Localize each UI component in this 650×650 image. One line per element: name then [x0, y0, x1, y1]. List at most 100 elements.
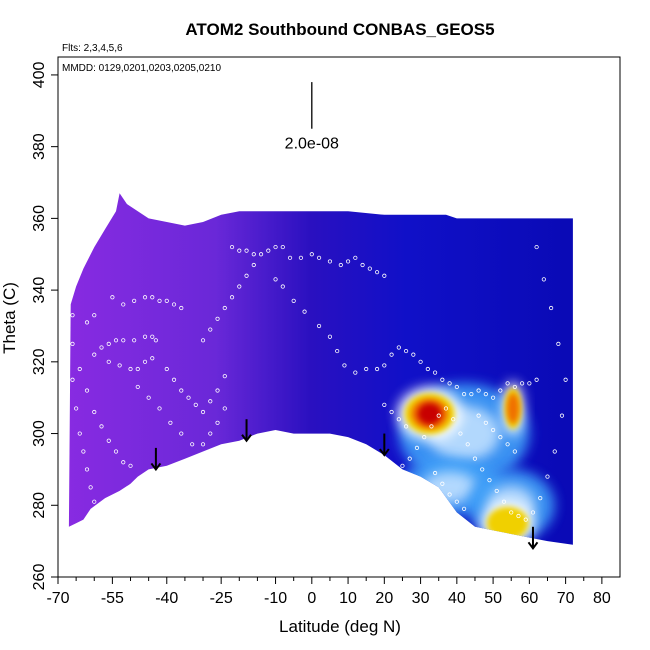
x-tick-label: -55 — [101, 590, 124, 607]
hotspot-orange — [506, 393, 520, 424]
track-point — [418, 492, 423, 497]
track-point — [229, 295, 235, 300]
x-tick-label: 20 — [375, 590, 393, 607]
y-tick-label: 300 — [31, 420, 48, 447]
track-point — [367, 266, 372, 271]
track-point — [327, 259, 333, 264]
hotspot-yellow — [486, 506, 529, 540]
y-tick-label: 380 — [31, 133, 48, 160]
track-point — [244, 248, 249, 253]
track-point — [128, 463, 133, 468]
track-point — [193, 402, 198, 407]
track-point — [374, 270, 380, 275]
x-tick-label: -40 — [155, 590, 178, 607]
track-point — [190, 442, 195, 447]
track-point — [414, 445, 420, 450]
track-point — [538, 496, 543, 501]
track-point — [222, 305, 227, 311]
track-point — [200, 409, 206, 415]
x-tick-label: 70 — [557, 590, 575, 607]
arrow-head — [379, 448, 390, 457]
track-point — [353, 255, 358, 260]
track-point — [215, 420, 220, 425]
y-axis-label: Theta (C) — [0, 282, 19, 354]
arrow-head — [241, 434, 252, 443]
track-point — [545, 474, 550, 479]
track-point — [490, 427, 496, 433]
track-point — [527, 381, 532, 386]
x-tick-label: 50 — [484, 590, 502, 607]
x-tick-label: 40 — [448, 590, 466, 607]
track-point — [342, 363, 347, 368]
x-tick-label: 80 — [593, 590, 611, 607]
track-point — [121, 460, 126, 465]
track-point — [273, 277, 278, 282]
track-point — [258, 252, 264, 257]
track-point — [251, 262, 256, 268]
track-point — [563, 377, 568, 382]
track-point — [168, 420, 173, 425]
track-point — [520, 381, 525, 386]
track-point — [70, 341, 75, 346]
y-tick-label: 320 — [31, 348, 48, 375]
track-point — [110, 295, 115, 300]
track-point — [280, 284, 285, 289]
track-point — [77, 366, 82, 372]
track-point — [316, 255, 322, 260]
track-point — [316, 323, 322, 329]
track-point — [476, 388, 481, 393]
track-point — [440, 377, 445, 382]
y-tick-label: 260 — [31, 564, 48, 591]
track-point — [425, 366, 430, 372]
track-point — [443, 406, 449, 411]
track-point — [338, 262, 343, 268]
track-point — [432, 470, 438, 476]
x-tick-label: -25 — [210, 590, 233, 607]
dates-annotation: MMDD: 0129,0201,0203,0205,0210 — [62, 63, 221, 74]
track-point — [121, 302, 126, 307]
data-area — [68, 193, 573, 545]
track-point — [512, 384, 517, 390]
track-point — [411, 503, 416, 508]
track-point — [501, 499, 507, 504]
track-point — [208, 431, 213, 436]
track-point — [374, 366, 380, 372]
track-point — [400, 463, 405, 468]
track-point — [549, 305, 554, 311]
track-point — [157, 406, 162, 411]
track-point — [382, 273, 387, 278]
track-point — [215, 316, 220, 321]
track-point — [498, 388, 503, 393]
y-tick-label: 400 — [31, 61, 48, 88]
track-point — [396, 417, 401, 422]
track-point — [509, 510, 514, 515]
track-point — [117, 363, 122, 368]
track-point — [106, 341, 111, 346]
track-point — [186, 395, 191, 400]
track-point — [171, 302, 177, 307]
track-point — [222, 406, 227, 411]
track-point — [407, 456, 412, 461]
track-point — [335, 348, 340, 354]
track-point — [418, 359, 423, 364]
track-point — [229, 244, 235, 250]
track-point — [150, 334, 155, 339]
track-point — [411, 352, 416, 357]
track-point — [364, 366, 369, 372]
track-point — [552, 449, 557, 454]
track-point — [84, 388, 90, 393]
track-point — [432, 370, 438, 375]
track-point — [70, 313, 75, 318]
track-point — [447, 381, 452, 386]
track-point — [70, 377, 75, 382]
track-point — [208, 399, 213, 404]
scale-label: 2.0e-08 — [285, 136, 339, 153]
track-point — [505, 381, 510, 386]
track-point — [534, 244, 539, 250]
track-point — [447, 492, 452, 497]
track-point — [436, 413, 441, 418]
track-point — [382, 363, 387, 368]
track-point — [99, 424, 104, 429]
x-tick-label: 60 — [520, 590, 538, 607]
arrow-head — [150, 462, 162, 472]
